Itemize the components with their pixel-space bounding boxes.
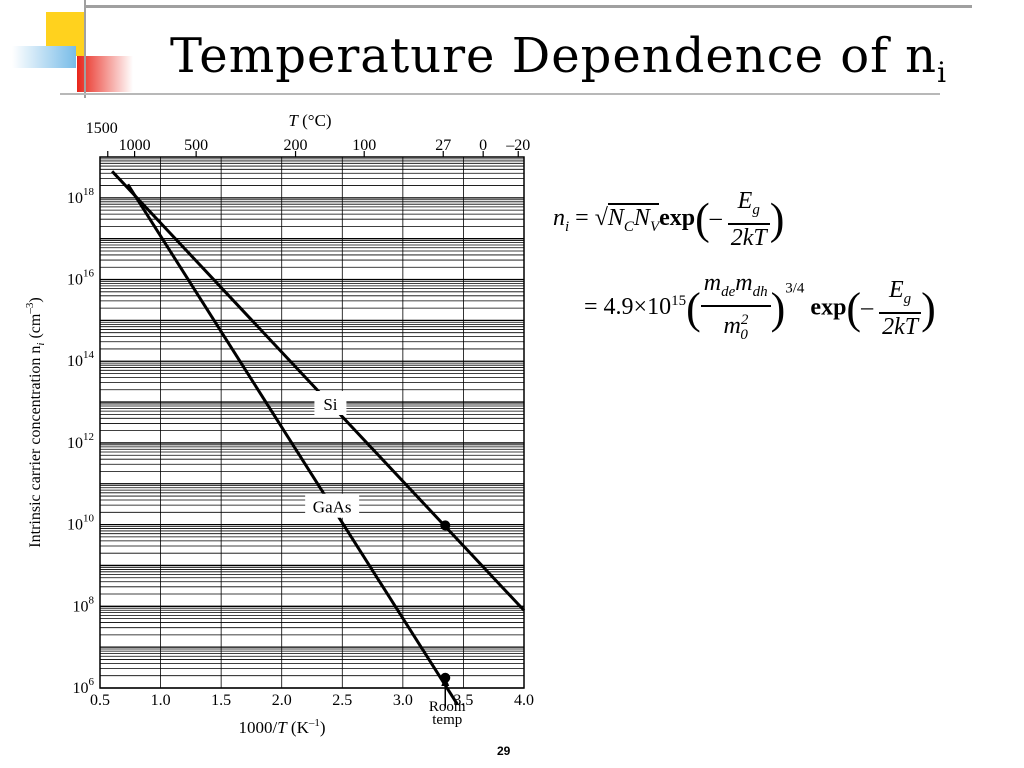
ni-vs-inverse-temperature-chart: 0.5 1.0 1.5 2.0 2.5 3.0 3.5 4.0 1000/T (K–1) 1500… [24, 111, 534, 737]
x-tick-label: 3.5 [453, 692, 473, 709]
top-tick-label: 200 [284, 137, 308, 154]
slide-title: Temperature Dependence of ni [170, 28, 947, 89]
top-tick-label: 1000 [119, 137, 151, 154]
accent-square-red [77, 56, 133, 92]
x-tick-label: 3.0 [393, 692, 413, 709]
plot-frame [99, 156, 525, 689]
y-tick-label: 106 [73, 676, 95, 697]
y-tick-label: 108 [73, 594, 95, 615]
grid-layer [99, 157, 525, 689]
page-number: 29 [497, 744, 511, 758]
y-tick-label: 1016 [67, 268, 95, 289]
eq-eg-fraction-2: Eg 2kT [879, 277, 922, 340]
y-tick-label: 1014 [67, 349, 95, 370]
y-axis-title: Intrinsic carrier concentration ni (cm–3… [24, 297, 47, 547]
eq-eg-fraction-1: Eg 2kT [727, 188, 770, 251]
top-rule [86, 5, 972, 8]
eq-prefactor: = 4.9×1015 [584, 293, 687, 321]
eq-mass-fraction: mdemdh m20 [700, 270, 771, 348]
vertical-rule [84, 0, 86, 98]
series-label-gaas: GaAs [313, 498, 352, 517]
top-tick-label: 0 [479, 137, 487, 154]
title-underline [60, 93, 940, 95]
axis-layer: 0.5 1.0 1.5 2.0 2.5 3.0 3.5 4.0 1000/T (K–1) 1500… [24, 111, 534, 737]
y-tick-label: 1010 [67, 513, 95, 534]
accent-square-blue [12, 46, 76, 68]
series-label-si: Si [323, 395, 337, 414]
room-temp-label-line2: temp [432, 712, 462, 728]
x-tick-label: 0.5 [90, 692, 110, 709]
x-axis-title: 1000/T (K–1) [238, 717, 325, 737]
slide-title-subscript: i [937, 56, 948, 89]
y-tick-label: 1018 [67, 186, 95, 207]
series-line-si [111, 170, 526, 612]
top-tick-label: 500 [184, 137, 208, 154]
x-tick-label: 2.0 [272, 692, 292, 709]
equation-line-2: = 4.9×1015(mdemdh m20)3/4 exp(– Eg 2kT) [584, 270, 936, 348]
series-marker-si [440, 520, 451, 531]
x-tick-label: 2.5 [332, 692, 352, 709]
top-axis-title: T (°C) [288, 111, 331, 130]
eq-sqrt: √NCNV [594, 202, 660, 235]
series-label-bg [314, 391, 347, 416]
series-layer [111, 170, 526, 706]
eq-ni: ni [553, 204, 570, 235]
eq-minus-2: – [861, 294, 874, 321]
eq-exp-2: exp [810, 294, 847, 321]
eq-equals-1: = [575, 204, 595, 231]
top-tick-label: 27 [435, 137, 451, 154]
series-label-bg [305, 493, 360, 518]
eq-power: 3/4 [785, 280, 805, 297]
room-temp-label-line1: Room [429, 699, 466, 715]
room-temp-arrow-head [441, 676, 450, 686]
y-tick-label: 1012 [67, 431, 94, 452]
slide-title-main: Temperature Dependence of n [170, 28, 938, 84]
top-tick-label: 1500 [86, 120, 118, 137]
top-tick-label: –20 [505, 137, 530, 154]
x-tick-label: 4.0 [514, 692, 534, 709]
series-line-gaas [126, 183, 459, 706]
eq-minus-1: – [709, 204, 722, 231]
equation-line-1: ni = √NCNVexp(– Eg 2kT) [553, 188, 785, 251]
eq-exp-1: exp [659, 204, 696, 231]
x-tick-label: 1.0 [151, 692, 171, 709]
top-tick-label: 100 [352, 137, 376, 154]
x-tick-label: 1.5 [211, 692, 231, 709]
